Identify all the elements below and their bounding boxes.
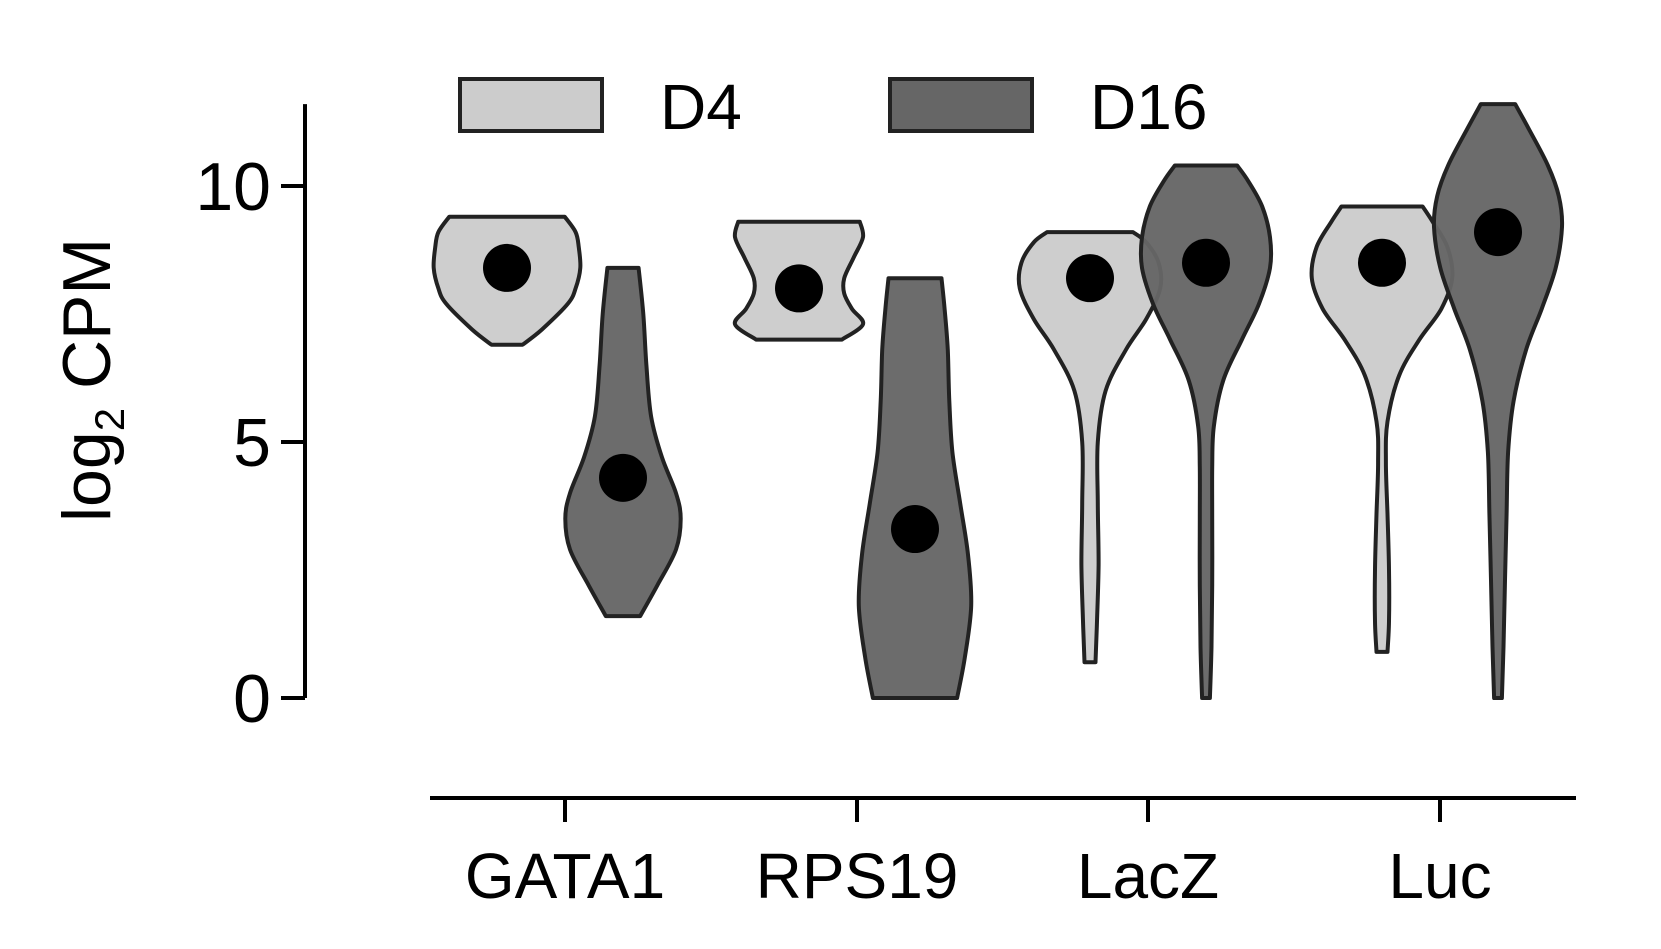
violin-body: [1016, 230, 1164, 665]
violin-d4-lacz: [1016, 230, 1164, 665]
y-tick-label: 0: [233, 661, 271, 737]
violin-center-point: [483, 243, 531, 292]
violin-center-point: [1474, 208, 1522, 257]
x-tick-label-luc: Luc: [1388, 840, 1491, 912]
violin-d16-luc: [1431, 102, 1565, 700]
violin-body: [563, 265, 683, 619]
violin-d4-rps19: [732, 219, 866, 342]
y-axis-label-suffix: CPM: [49, 238, 125, 408]
violin-d4-luc: [1309, 204, 1455, 654]
legend: D4 D16: [458, 71, 1207, 143]
x-axis: GATA1 RPS19 LacZ Luc: [430, 796, 1576, 912]
violin-d16-lacz: [1138, 163, 1274, 700]
legend-swatch: [888, 77, 1034, 133]
violin-d16-gata1: [563, 265, 683, 619]
violin-d4-gata1: [431, 214, 583, 347]
violin-d16-rps19: [856, 276, 974, 700]
violin-center-point: [1182, 238, 1230, 287]
violin-center-point: [891, 505, 939, 554]
legend-item-d4: D4: [458, 71, 742, 143]
violin-body: [1431, 102, 1565, 700]
violin-center-point: [599, 453, 647, 502]
y-axis-label-subscript: 2: [86, 408, 133, 431]
violin-center-point: [775, 264, 823, 313]
violin-body: [856, 276, 974, 700]
violin-body: [1138, 163, 1274, 700]
x-tick-label-lacz: LacZ: [1077, 840, 1219, 912]
x-tick-label-gata1: GATA1: [465, 840, 665, 912]
violin-body: [1309, 204, 1455, 654]
violin-center-point: [1358, 238, 1406, 287]
legend-label: D16: [1090, 71, 1207, 143]
x-tick-label-rps19: RPS19: [756, 840, 959, 912]
violin-center-point: [1066, 254, 1114, 303]
legend-item-d16: D16: [888, 71, 1207, 143]
y-tick-label: 5: [233, 405, 271, 481]
y-tick-label: 10: [195, 149, 271, 225]
legend-swatch: [458, 77, 604, 133]
violin-plot-area: [431, 102, 1565, 700]
y-axis: 0 5 10: [195, 104, 307, 737]
legend-label: D4: [660, 71, 742, 143]
y-axis-label-main: log: [49, 431, 125, 522]
y-axis-label: log2 CPM: [49, 238, 133, 522]
